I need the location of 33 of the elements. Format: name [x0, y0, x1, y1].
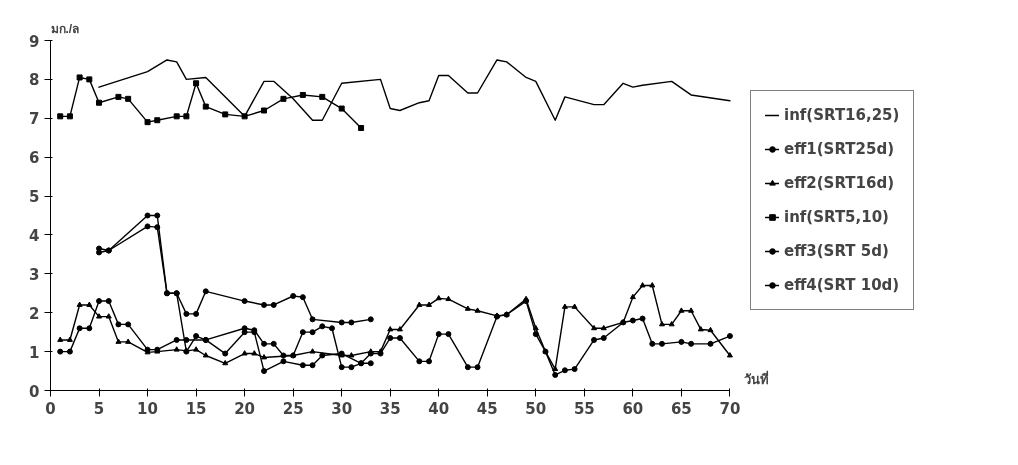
- x-tick-label: 60: [622, 399, 644, 418]
- y-tick-label: 7: [29, 110, 40, 129]
- x-tick-label: 15: [185, 399, 207, 418]
- y-tick-label: 9: [29, 32, 40, 51]
- x-tick-label: 70: [719, 399, 741, 418]
- legend-label: inf(SRT16,25): [784, 106, 900, 124]
- x-axis-title: วันที่: [743, 369, 769, 387]
- y-tick-label: 4: [29, 226, 40, 245]
- y-tick-label: 8: [29, 71, 40, 90]
- y-tick-label: 3: [29, 265, 40, 284]
- legend-label: eff1(SRT25d): [784, 140, 894, 158]
- x-tick-label: 25: [282, 399, 304, 418]
- x-tick-label: 35: [379, 399, 401, 418]
- x-tick-label: 65: [670, 399, 692, 418]
- x-tick-label: 20: [234, 399, 256, 418]
- y-tick-label: 6: [29, 149, 40, 168]
- x-tick-label: 10: [137, 399, 158, 418]
- x-tick-label: 55: [573, 399, 595, 418]
- x-tick-label: 0: [45, 399, 56, 418]
- x-tick-label: 50: [525, 399, 547, 418]
- y-tick-label: 1: [29, 343, 40, 362]
- x-tick-label: 5: [93, 399, 105, 418]
- legend-label: eff2(SRT16d): [784, 174, 894, 192]
- legend-label: eff3(SRT 5d): [784, 242, 889, 260]
- y-tick-label: 0: [29, 382, 40, 401]
- y-axis-title: มก./ล: [50, 21, 80, 36]
- y-tick-label: 2: [29, 304, 40, 323]
- x-tick-label: 40: [428, 399, 450, 418]
- legend-label: eff4(SRT 10d): [784, 276, 900, 294]
- x-tick-label: 45: [476, 399, 498, 418]
- y-tick-label: 5: [29, 188, 40, 207]
- legend-label: inf(SRT5,10): [784, 208, 889, 226]
- x-tick-label: 30: [331, 399, 353, 418]
